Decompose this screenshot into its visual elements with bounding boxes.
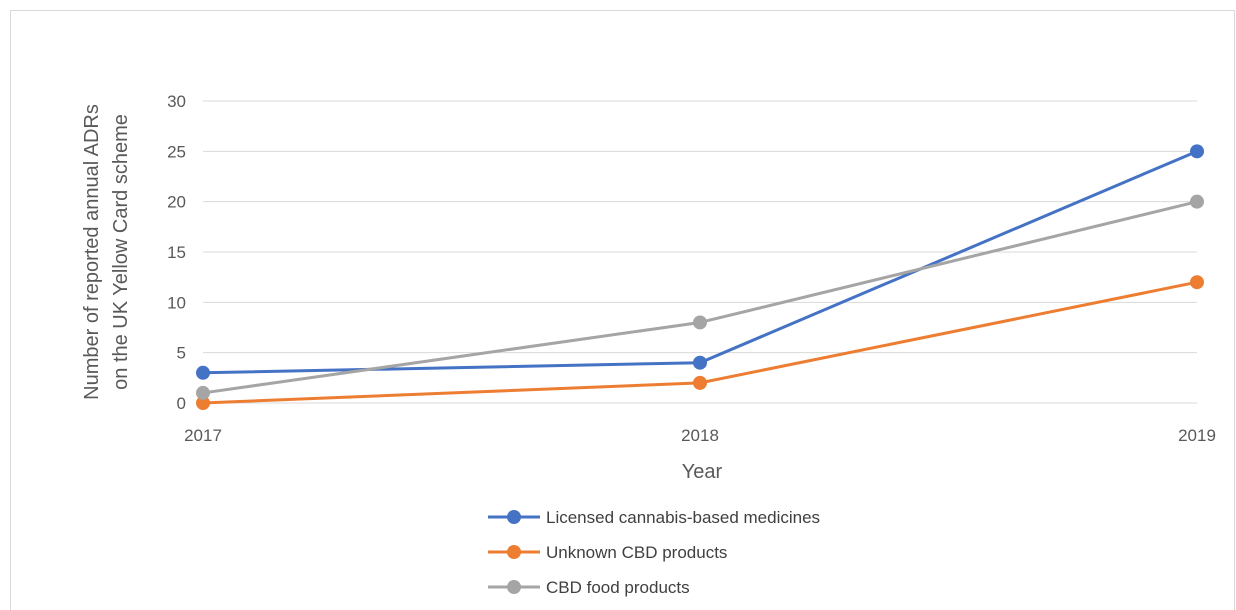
x-tick-labels: 2017 2018 2019 xyxy=(184,426,1216,445)
x-tick-label: 2018 xyxy=(681,426,719,445)
y-tick-label: 10 xyxy=(167,293,186,312)
data-point xyxy=(693,355,707,370)
legend-label: Unknown CBD products xyxy=(546,543,727,562)
series-lines xyxy=(196,144,1204,410)
y-tick-label: 5 xyxy=(177,344,186,363)
y-axis-title-line-2: on the UK Yellow Card scheme xyxy=(110,114,132,390)
data-point xyxy=(196,396,210,410)
legend-label: CBD food products xyxy=(546,578,690,597)
y-tick-label: 15 xyxy=(167,243,186,262)
y-axis-title-line-1: Number of reported annual ADRs xyxy=(81,104,103,400)
legend-label: Licensed cannabis-based medicines xyxy=(546,508,820,527)
data-point xyxy=(1190,275,1204,290)
series-1 xyxy=(196,144,1204,380)
x-tick-label: 2017 xyxy=(184,426,222,445)
gridlines xyxy=(203,100,1197,404)
series-3 xyxy=(196,194,1204,400)
legend-swatch-marker xyxy=(507,510,521,524)
legend-item: Unknown CBD products xyxy=(488,543,727,562)
legend-item: CBD food products xyxy=(488,578,690,597)
data-point xyxy=(693,315,707,330)
data-point xyxy=(1190,144,1204,159)
chart-frame xyxy=(10,10,1235,610)
legend-swatch-marker xyxy=(507,545,521,559)
y-tick-label: 25 xyxy=(167,142,186,161)
data-point xyxy=(196,385,210,400)
data-point xyxy=(196,365,210,380)
y-tick-labels: 0 5 10 15 20 25 30 xyxy=(167,92,186,413)
data-point xyxy=(1190,194,1204,209)
series-2 xyxy=(196,275,1204,410)
legend-item: Licensed cannabis-based medicines xyxy=(488,508,820,527)
series-line xyxy=(202,149,1198,375)
y-tick-label: 30 xyxy=(167,92,186,111)
legend: Licensed cannabis-based medicines Unknown… xyxy=(488,508,820,597)
y-tick-label: 20 xyxy=(167,193,186,212)
x-tick-label: 2019 xyxy=(1178,426,1216,445)
y-tick-label: 0 xyxy=(177,394,186,413)
data-point xyxy=(693,375,707,390)
legend-swatch-marker xyxy=(507,580,521,594)
x-axis-title: Year xyxy=(682,461,723,483)
